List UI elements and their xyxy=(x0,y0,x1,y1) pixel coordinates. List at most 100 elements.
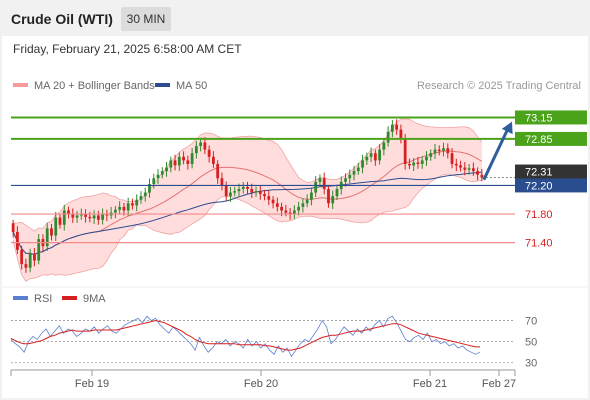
candle-body xyxy=(399,129,403,139)
candle-body xyxy=(143,192,147,197)
candle-body xyxy=(229,192,232,197)
candle-body xyxy=(177,156,181,166)
candle-body xyxy=(194,146,198,154)
candle-body xyxy=(263,194,266,197)
candle-body xyxy=(216,163,220,179)
instrument-title: Crude Oil (WTI) xyxy=(11,11,113,27)
candle-body xyxy=(160,171,164,175)
candle-body xyxy=(220,178,224,186)
candle-body xyxy=(476,171,480,175)
legend-rsi-label: RSI xyxy=(34,293,53,305)
rsi-9ma-line xyxy=(10,319,480,351)
level-label-72.31: 72.31 xyxy=(525,167,553,179)
candle-body xyxy=(122,206,126,211)
candle-body xyxy=(275,203,279,207)
candle-body xyxy=(148,183,151,193)
candle-body xyxy=(186,160,190,164)
candle-body xyxy=(429,153,433,157)
candle-body xyxy=(267,196,271,200)
candle-body xyxy=(131,203,134,206)
candle-body xyxy=(11,223,15,232)
candle-body xyxy=(71,214,75,218)
candle-body xyxy=(352,171,356,175)
level-label-71.40: 71.40 xyxy=(525,238,553,250)
level-label-73.15: 73.15 xyxy=(525,112,553,124)
candle-body xyxy=(207,149,211,157)
rsi-tick-30: 30 xyxy=(525,358,537,370)
candle-body xyxy=(84,214,87,217)
ma50-swatch xyxy=(155,83,170,88)
candle-body xyxy=(454,163,458,166)
candle-body xyxy=(135,199,139,206)
candle-body xyxy=(20,249,24,265)
candle-body xyxy=(199,142,203,147)
timeframe-button[interactable]: 30 MIN xyxy=(121,7,171,31)
candle-body xyxy=(408,163,411,166)
candle-body xyxy=(271,199,275,204)
candle-body xyxy=(75,215,79,218)
candle-body xyxy=(54,217,58,236)
candle-body xyxy=(62,210,66,225)
candle-body xyxy=(446,148,450,154)
candle-body xyxy=(33,253,36,261)
candle-body xyxy=(50,228,53,236)
chart-header: Crude Oil (WTI) 30 MIN xyxy=(0,0,590,36)
candle-body xyxy=(356,167,360,172)
candle-body xyxy=(173,160,177,166)
level-label-72.20: 72.20 xyxy=(525,180,553,192)
candle-body xyxy=(24,264,28,268)
candle-body xyxy=(382,142,386,150)
candle-body xyxy=(390,124,394,132)
rsi-tick-50: 50 xyxy=(525,337,537,349)
candle-body xyxy=(37,239,41,261)
candle-body xyxy=(305,199,309,204)
candle-body xyxy=(425,156,428,161)
candle-body xyxy=(327,189,330,204)
legend-ma50-label: MA 50 xyxy=(176,80,208,92)
candle-body xyxy=(105,214,109,216)
candle-body xyxy=(459,165,462,168)
candle-body xyxy=(152,178,156,184)
9ma-swatch xyxy=(62,296,77,301)
candle-body xyxy=(237,189,241,192)
candle-body xyxy=(463,167,467,170)
candle-body xyxy=(101,214,105,220)
candle-body xyxy=(395,124,399,130)
level-badge-73.15 xyxy=(515,110,587,125)
x-tick-label-0: Feb 19 xyxy=(75,378,109,390)
candle-body xyxy=(258,191,262,195)
candle-body xyxy=(88,216,92,219)
candle-body xyxy=(373,153,377,161)
candle-body xyxy=(433,149,437,154)
candle-body xyxy=(79,214,83,216)
candle-body xyxy=(250,189,254,193)
level-label-72.85: 72.85 xyxy=(525,134,553,146)
chart-datetime: Friday, February 21, 2025 6:58:00 AM CET xyxy=(13,42,242,56)
rsi-tick-70: 70 xyxy=(525,316,537,328)
candle-body xyxy=(480,174,484,178)
candle-body xyxy=(254,191,258,193)
candle-body xyxy=(126,203,130,211)
bollinger-lower-line xyxy=(12,173,482,283)
level-badge-72.20 xyxy=(515,178,587,193)
legend-bollinger: MA 20 + Bollinger Bands xyxy=(13,80,155,92)
candle-body xyxy=(190,153,194,164)
candle-body xyxy=(361,160,364,168)
candle-body xyxy=(139,196,143,200)
candle-body xyxy=(15,231,19,250)
candle-body xyxy=(280,206,283,211)
candle-body xyxy=(437,149,441,152)
candle-body xyxy=(156,174,160,179)
candle-body xyxy=(182,156,185,161)
rsi-line xyxy=(10,315,481,358)
candle-body xyxy=(241,186,245,189)
bollinger-swatch xyxy=(13,83,28,88)
level-label-71.80: 71.80 xyxy=(525,209,553,221)
candle-body xyxy=(92,215,96,219)
legend-9ma-label: 9MA xyxy=(83,293,106,305)
candle-body xyxy=(114,209,117,213)
candle-body xyxy=(344,178,347,182)
candle-body xyxy=(212,156,215,164)
candle-body xyxy=(169,160,173,168)
